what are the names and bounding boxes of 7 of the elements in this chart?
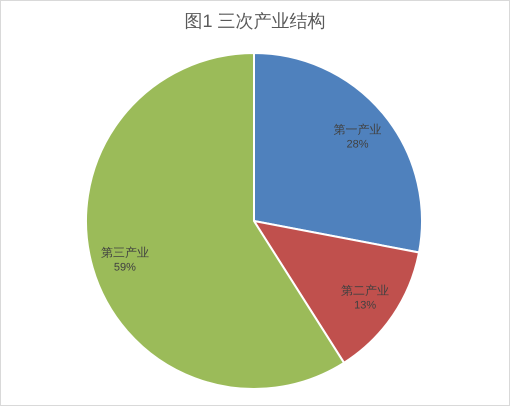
- data-label: 59%: [114, 261, 136, 274]
- data-label: 28%: [346, 138, 369, 150]
- slice-label: 第三产业: [100, 245, 149, 260]
- slice-label: 第一产业: [334, 122, 382, 136]
- slice-label: 第二产业: [341, 284, 390, 298]
- chart-title: 图1 三次产业结构: [184, 11, 326, 31]
- data-label: 13%: [354, 300, 376, 312]
